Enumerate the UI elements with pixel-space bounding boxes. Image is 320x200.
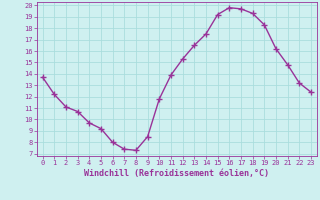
X-axis label: Windchill (Refroidissement éolien,°C): Windchill (Refroidissement éolien,°C): [84, 169, 269, 178]
